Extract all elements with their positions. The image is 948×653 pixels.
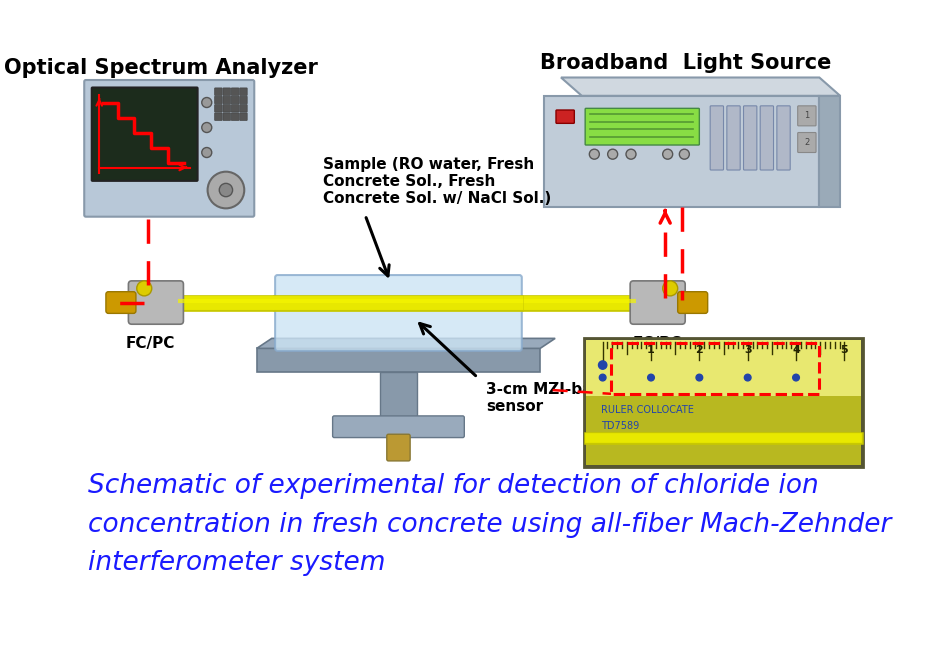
FancyBboxPatch shape: [585, 108, 700, 145]
FancyBboxPatch shape: [586, 340, 861, 465]
FancyBboxPatch shape: [128, 281, 183, 325]
FancyBboxPatch shape: [727, 106, 740, 170]
Text: RULER COLLOCATE: RULER COLLOCATE: [601, 405, 694, 415]
FancyBboxPatch shape: [797, 106, 816, 126]
Text: Broadband  Light Source: Broadband Light Source: [540, 54, 831, 73]
Circle shape: [626, 149, 636, 159]
FancyBboxPatch shape: [214, 88, 222, 95]
Circle shape: [793, 374, 799, 381]
FancyBboxPatch shape: [257, 349, 540, 372]
FancyBboxPatch shape: [231, 113, 239, 120]
FancyBboxPatch shape: [380, 372, 417, 417]
FancyBboxPatch shape: [776, 106, 791, 170]
Text: 5: 5: [841, 345, 848, 355]
Circle shape: [219, 183, 232, 197]
Text: 4: 4: [793, 345, 800, 355]
FancyBboxPatch shape: [240, 113, 247, 120]
FancyBboxPatch shape: [240, 104, 247, 112]
Circle shape: [599, 374, 606, 381]
FancyBboxPatch shape: [760, 106, 774, 170]
FancyBboxPatch shape: [586, 340, 861, 396]
FancyBboxPatch shape: [275, 275, 521, 351]
FancyBboxPatch shape: [333, 416, 465, 438]
FancyBboxPatch shape: [797, 133, 816, 153]
Text: 3-cm MZI-based
sensor: 3-cm MZI-based sensor: [486, 382, 623, 414]
FancyBboxPatch shape: [214, 104, 222, 112]
Text: Optical Spectrum Analyzer: Optical Spectrum Analyzer: [4, 57, 318, 78]
FancyBboxPatch shape: [231, 88, 239, 95]
Text: 1: 1: [804, 112, 810, 120]
Text: 3: 3: [744, 345, 752, 355]
Circle shape: [608, 149, 618, 159]
Text: 2: 2: [696, 345, 703, 355]
Polygon shape: [819, 96, 840, 207]
Text: Schematic of experimental for detection of chloride ion: Schematic of experimental for detection …: [87, 473, 818, 500]
Text: 1: 1: [647, 345, 655, 355]
FancyBboxPatch shape: [106, 292, 136, 313]
FancyBboxPatch shape: [544, 96, 819, 207]
Circle shape: [202, 97, 211, 108]
Circle shape: [598, 361, 607, 369]
FancyBboxPatch shape: [84, 80, 254, 217]
FancyBboxPatch shape: [678, 292, 708, 313]
Circle shape: [663, 149, 673, 159]
Text: FC/PC: FC/PC: [633, 336, 683, 351]
FancyBboxPatch shape: [710, 106, 723, 170]
FancyBboxPatch shape: [240, 96, 247, 104]
Text: interferometer system: interferometer system: [87, 550, 385, 576]
Polygon shape: [257, 338, 556, 349]
FancyBboxPatch shape: [630, 281, 685, 325]
Circle shape: [590, 149, 599, 159]
FancyBboxPatch shape: [584, 338, 863, 467]
Circle shape: [208, 172, 245, 208]
FancyBboxPatch shape: [214, 96, 222, 104]
Circle shape: [137, 281, 152, 296]
Text: TD7589: TD7589: [601, 421, 639, 432]
FancyBboxPatch shape: [214, 113, 222, 120]
FancyBboxPatch shape: [387, 434, 410, 461]
FancyBboxPatch shape: [92, 88, 197, 181]
Circle shape: [744, 374, 751, 381]
Text: Sample (RO water, Fresh
Concrete Sol., Fresh
Concrete Sol. w/ NaCl Sol.): Sample (RO water, Fresh Concrete Sol., F…: [323, 157, 552, 206]
Circle shape: [663, 281, 678, 296]
FancyBboxPatch shape: [240, 88, 247, 95]
Polygon shape: [561, 78, 840, 96]
FancyBboxPatch shape: [223, 113, 230, 120]
FancyBboxPatch shape: [743, 106, 757, 170]
Text: FC/PC: FC/PC: [125, 336, 174, 351]
FancyBboxPatch shape: [231, 96, 239, 104]
FancyBboxPatch shape: [223, 88, 230, 95]
Text: concentration in fresh concrete using all-fiber Mach-Zehnder: concentration in fresh concrete using al…: [87, 512, 891, 538]
Circle shape: [680, 149, 689, 159]
Circle shape: [647, 374, 654, 381]
FancyBboxPatch shape: [556, 110, 574, 123]
FancyBboxPatch shape: [223, 104, 230, 112]
FancyBboxPatch shape: [223, 96, 230, 104]
Circle shape: [696, 374, 702, 381]
Text: 2: 2: [804, 138, 810, 147]
Circle shape: [202, 148, 211, 157]
Circle shape: [202, 123, 211, 133]
FancyBboxPatch shape: [231, 104, 239, 112]
